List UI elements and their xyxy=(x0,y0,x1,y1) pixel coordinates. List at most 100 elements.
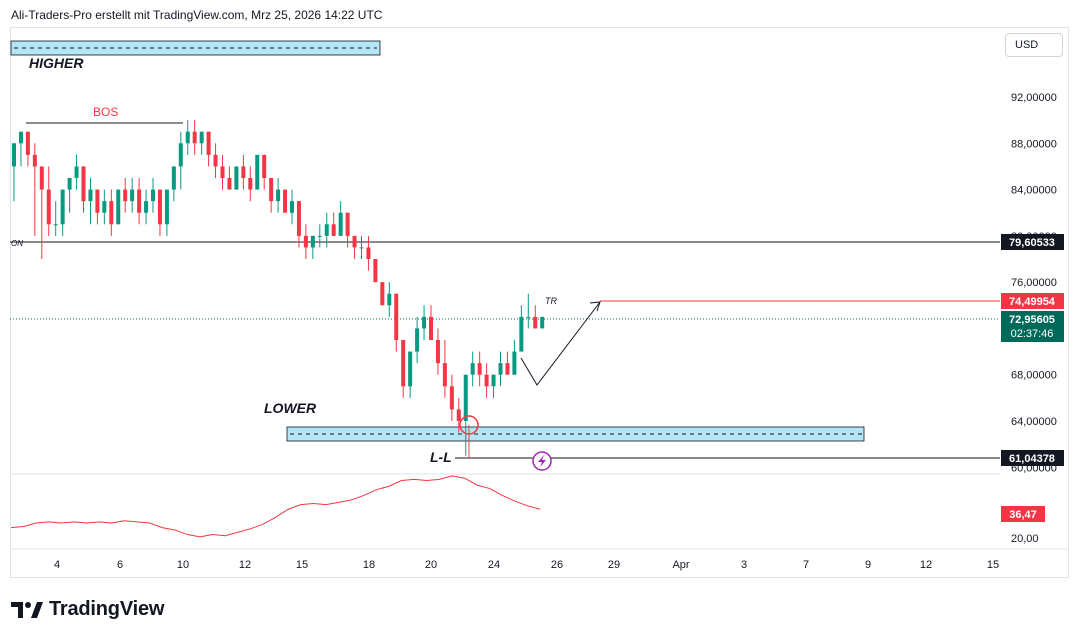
candle[interactable] xyxy=(262,154,267,190)
lower-zone[interactable] xyxy=(286,426,865,442)
candle[interactable] xyxy=(269,178,274,213)
candle[interactable] xyxy=(296,201,301,248)
candle[interactable] xyxy=(512,340,517,375)
candle[interactable] xyxy=(303,224,308,259)
candle[interactable] xyxy=(248,166,253,202)
candle[interactable] xyxy=(352,235,357,259)
candle[interactable] xyxy=(290,189,294,225)
candle[interactable] xyxy=(116,189,121,225)
candle[interactable] xyxy=(109,189,114,236)
candle[interactable] xyxy=(498,351,503,387)
candle[interactable] xyxy=(81,166,86,213)
candle[interactable] xyxy=(442,340,447,398)
candle[interactable] xyxy=(470,351,475,387)
time-tick-label: 9 xyxy=(865,559,871,571)
candle[interactable] xyxy=(95,189,100,225)
chart-frame[interactable] xyxy=(10,27,1069,578)
candle[interactable] xyxy=(401,340,406,398)
chart-attribution: Ali-Traders-Pro erstellt mit TradingView… xyxy=(11,8,383,22)
lightning-icon[interactable] xyxy=(532,451,552,471)
candle[interactable] xyxy=(185,120,190,155)
candle[interactable] xyxy=(74,154,79,190)
candle-body xyxy=(283,189,288,213)
candle[interactable] xyxy=(60,189,65,236)
candle[interactable] xyxy=(463,374,468,456)
candle[interactable] xyxy=(53,201,58,236)
price-axis[interactable]: 92,0000088,0000084,0000080,0000076,00000… xyxy=(1011,92,1057,474)
candle[interactable] xyxy=(540,316,545,329)
footer-logo[interactable]: TradingView xyxy=(11,598,164,621)
candle[interactable] xyxy=(449,374,454,421)
higher-zone[interactable] xyxy=(10,40,381,56)
candle[interactable] xyxy=(241,154,246,190)
candle-body xyxy=(102,201,107,213)
candle[interactable] xyxy=(387,282,392,317)
candle-body xyxy=(81,166,86,202)
candle[interactable] xyxy=(88,178,93,225)
countdown-label: 02:37:46 xyxy=(1011,328,1054,340)
candle[interactable] xyxy=(533,305,538,329)
candle[interactable] xyxy=(102,189,107,225)
candle[interactable] xyxy=(283,189,288,213)
candle[interactable] xyxy=(192,120,197,155)
candle[interactable] xyxy=(255,154,260,190)
candle[interactable] xyxy=(359,235,364,259)
candle[interactable] xyxy=(331,212,336,236)
candle-body xyxy=(116,189,121,225)
candle[interactable] xyxy=(234,166,239,190)
candle[interactable] xyxy=(46,166,51,236)
candle[interactable] xyxy=(220,154,225,190)
candle[interactable] xyxy=(408,351,413,398)
candle[interactable] xyxy=(199,131,204,155)
candle[interactable] xyxy=(310,235,315,259)
candle[interactable] xyxy=(415,316,420,364)
candle[interactable] xyxy=(12,143,16,202)
candle[interactable] xyxy=(366,235,371,271)
candle[interactable] xyxy=(380,282,385,306)
time-tick-label: 3 xyxy=(741,559,747,571)
candle[interactable] xyxy=(394,293,399,352)
candle[interactable] xyxy=(227,166,232,190)
candle[interactable] xyxy=(276,178,281,213)
projection-path[interactable] xyxy=(520,301,601,386)
candle[interactable] xyxy=(505,351,510,375)
candle[interactable] xyxy=(213,143,218,178)
candle[interactable] xyxy=(137,178,142,225)
candle[interactable] xyxy=(429,305,433,340)
candle[interactable] xyxy=(317,224,322,248)
candle[interactable] xyxy=(373,259,378,283)
candle[interactable] xyxy=(32,143,37,236)
candle[interactable] xyxy=(526,293,531,329)
currency-selector[interactable]: USD xyxy=(1005,33,1063,57)
candle[interactable] xyxy=(477,351,482,387)
candle[interactable] xyxy=(345,212,350,248)
candle[interactable] xyxy=(157,189,162,236)
candle[interactable] xyxy=(435,328,440,375)
candle[interactable] xyxy=(338,201,343,236)
candle[interactable] xyxy=(178,131,183,190)
candle-body xyxy=(366,247,371,259)
candle[interactable] xyxy=(422,305,427,340)
time-tick-label: 15 xyxy=(296,559,308,571)
candle[interactable] xyxy=(206,131,211,167)
time-tick-label: Apr xyxy=(672,559,689,571)
time-axis[interactable]: 4 6 10 12 15 18 20 24 26 29 Apr 3 7 9 12 15 xyxy=(54,559,999,571)
candle[interactable] xyxy=(151,178,155,213)
candle[interactable] xyxy=(324,212,329,248)
candle[interactable] xyxy=(491,374,496,398)
candle[interactable] xyxy=(25,131,30,167)
candle[interactable] xyxy=(456,397,461,433)
candle[interactable] xyxy=(171,166,176,202)
candle[interactable] xyxy=(39,166,44,259)
candle[interactable] xyxy=(519,305,524,352)
candle[interactable] xyxy=(67,178,72,213)
candle-body xyxy=(199,131,204,144)
candle[interactable] xyxy=(130,178,135,213)
candle[interactable] xyxy=(484,363,489,398)
ll-label: L-L xyxy=(430,449,452,465)
candle[interactable] xyxy=(123,178,128,213)
candle[interactable] xyxy=(164,189,169,236)
candle[interactable] xyxy=(144,189,149,225)
candle[interactable] xyxy=(18,131,23,167)
